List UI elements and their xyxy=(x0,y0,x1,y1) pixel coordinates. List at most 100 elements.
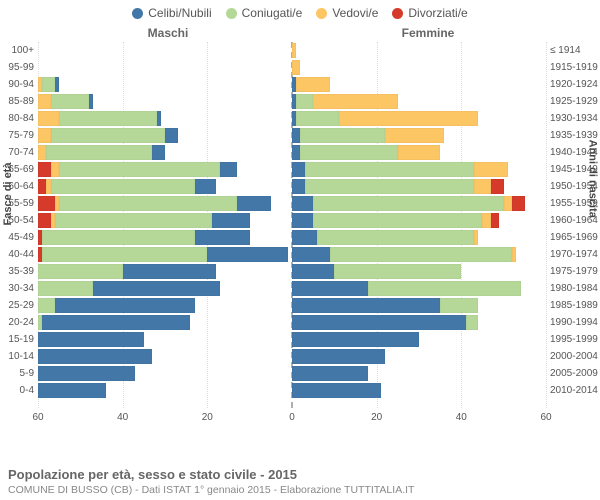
bar-segment xyxy=(237,196,271,211)
bar-segment xyxy=(292,43,296,58)
age-label: 90-94 xyxy=(8,76,34,93)
bar-segment xyxy=(398,145,440,160)
years-label: 1915-1919 xyxy=(550,59,598,76)
chart-footer: Popolazione per età, sesso e stato civil… xyxy=(8,467,414,496)
females-bar xyxy=(292,298,546,313)
pyramid-row xyxy=(38,314,546,331)
pyramid-row xyxy=(38,348,546,365)
years-label: 1935-1939 xyxy=(550,127,598,144)
bar-segment xyxy=(474,162,508,177)
bar-segment xyxy=(38,332,144,347)
age-label: 5-9 xyxy=(20,365,34,382)
age-label: 50-54 xyxy=(8,212,34,229)
plot-area xyxy=(38,42,546,408)
bar-segment xyxy=(46,145,152,160)
bar-segment xyxy=(42,315,190,330)
females-bar xyxy=(292,264,546,279)
bar-segment xyxy=(292,247,330,262)
years-label: 1925-1929 xyxy=(550,93,598,110)
bar-segment xyxy=(38,179,46,194)
bar-segment xyxy=(195,230,250,245)
pyramid-row xyxy=(38,382,546,399)
females-bar xyxy=(292,281,546,296)
x-tick-label: 60 xyxy=(540,412,551,423)
age-label: 10-14 xyxy=(8,348,34,365)
males-bar xyxy=(38,332,292,347)
bar-segment xyxy=(292,349,385,364)
years-label: 1980-1984 xyxy=(550,280,598,297)
legend-label: Coniugati/e xyxy=(242,6,303,20)
bar-segment xyxy=(51,179,195,194)
pyramid-row xyxy=(38,161,546,178)
females-bar xyxy=(292,213,546,228)
years-label: 1945-1949 xyxy=(550,161,598,178)
bar-segment xyxy=(38,349,152,364)
chart-container: Celibi/Nubili Coniugati/e Vedovi/e Divor… xyxy=(0,0,600,500)
legend-item-widowed: Vedovi/e xyxy=(316,6,378,20)
bar-segment xyxy=(212,213,250,228)
bar-segment xyxy=(55,298,195,313)
age-label: 70-74 xyxy=(8,144,34,161)
bar-segment xyxy=(42,247,207,262)
pyramid-row xyxy=(38,263,546,280)
years-label: 1990-1994 xyxy=(550,314,598,331)
age-label: 65-69 xyxy=(8,161,34,178)
bar-segment xyxy=(55,77,59,92)
females-bar xyxy=(292,162,546,177)
age-label: 25-29 xyxy=(8,297,34,314)
bar-segment xyxy=(123,264,216,279)
females-bar xyxy=(292,145,546,160)
bar-segment xyxy=(474,179,491,194)
bar-segment xyxy=(504,196,512,211)
bar-segment xyxy=(152,145,165,160)
bar-segment xyxy=(38,366,135,381)
bar-segment xyxy=(305,162,474,177)
y-labels-years: ≤ 19141915-19191920-19241925-19291930-19… xyxy=(548,42,600,408)
bar-segment xyxy=(55,213,212,228)
years-label: 1960-1964 xyxy=(550,212,598,229)
pyramid-row xyxy=(38,331,546,348)
bar-segment xyxy=(491,179,504,194)
bar-segment xyxy=(59,162,220,177)
males-bar xyxy=(38,366,292,381)
bar-segment xyxy=(89,94,93,109)
males-bar xyxy=(38,315,292,330)
bar-segment xyxy=(38,145,46,160)
x-tick-label: 40 xyxy=(117,412,128,423)
females-bar xyxy=(292,94,546,109)
x-tick-label: 20 xyxy=(202,412,213,423)
females-bar xyxy=(292,196,546,211)
males-bar xyxy=(38,281,292,296)
years-label: 1995-1999 xyxy=(550,331,598,348)
bar-segment xyxy=(207,247,287,262)
years-label: 1940-1944 xyxy=(550,144,598,161)
males-bar xyxy=(38,43,292,58)
bar-segment xyxy=(38,264,123,279)
bar-segment xyxy=(482,213,490,228)
bar-segment xyxy=(292,60,300,75)
bar-segment xyxy=(38,281,93,296)
pyramid-row xyxy=(38,93,546,110)
bar-segment xyxy=(292,281,368,296)
males-bar xyxy=(38,196,292,211)
years-label: 1920-1924 xyxy=(550,76,598,93)
bar-segment xyxy=(334,264,461,279)
age-label: 40-44 xyxy=(8,246,34,263)
bar-segment xyxy=(313,196,504,211)
bar-segment xyxy=(300,128,385,143)
bar-segment xyxy=(512,247,516,262)
bar-segment xyxy=(292,366,368,381)
x-tick-label: 60 xyxy=(32,412,43,423)
x-tick-label: 40 xyxy=(456,412,467,423)
bar-segment xyxy=(292,179,305,194)
column-headers: Maschi Femmine xyxy=(0,26,600,40)
bar-segment xyxy=(292,128,300,143)
legend-item-divorced: Divorziati/e xyxy=(392,6,467,20)
legend: Celibi/Nubili Coniugati/e Vedovi/e Divor… xyxy=(0,0,600,20)
bar-segment xyxy=(296,77,330,92)
males-bar xyxy=(38,264,292,279)
pyramid-chart: Fasce di età Anni di nascita 100+95-9990… xyxy=(0,42,600,432)
pyramid-row xyxy=(38,42,546,59)
pyramid-row xyxy=(38,178,546,195)
bar-segment xyxy=(440,298,478,313)
